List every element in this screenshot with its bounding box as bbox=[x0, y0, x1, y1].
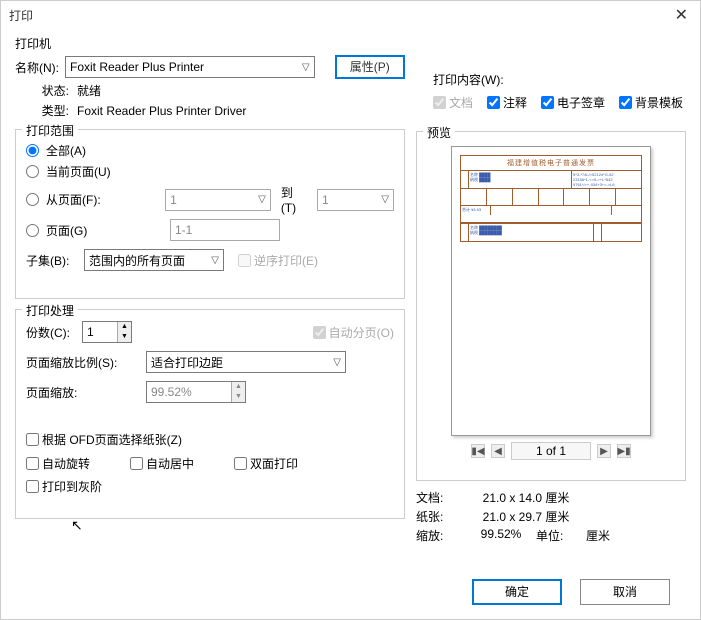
range-pages-input[interactable]: 1-1 bbox=[170, 219, 280, 241]
content-annot-checkbox[interactable] bbox=[487, 96, 500, 109]
chevron-down-icon: ▽ bbox=[302, 62, 310, 73]
preview-box: 预览 福建增值税电子普通发票 名称 ████纳税 ████ 5*3-*74L/>… bbox=[416, 131, 686, 481]
chevron-down-icon: ▽ bbox=[333, 357, 341, 368]
dim-paper-value: 21.0 x 29.7 厘米 bbox=[466, 508, 586, 525]
zoom-input[interactable]: 99.52% ▲▼ bbox=[146, 381, 246, 403]
range-all-label: 全部(A) bbox=[46, 142, 86, 159]
ofd-checkbox[interactable] bbox=[26, 433, 39, 446]
nav-next-icon[interactable]: ▶ bbox=[597, 444, 611, 458]
range-legend: 打印范围 bbox=[22, 122, 78, 139]
scale-label: 页面缩放比例(S): bbox=[26, 354, 146, 371]
page-indicator: 1 of 1 bbox=[511, 442, 591, 460]
ok-button[interactable]: 确定 bbox=[472, 579, 562, 605]
range-to-label: 到(T) bbox=[281, 184, 307, 215]
zoom-label: 页面缩放: bbox=[26, 384, 146, 401]
printer-name-value: Foxit Reader Plus Printer bbox=[70, 60, 204, 74]
printer-name-label: 名称(N): bbox=[15, 59, 65, 76]
nav-last-icon[interactable]: ▶▮ bbox=[617, 444, 631, 458]
copies-label: 份数(C): bbox=[26, 324, 82, 341]
range-from-radio[interactable] bbox=[26, 193, 39, 206]
scale-value: 适合打印边距 bbox=[151, 354, 223, 371]
handling-legend: 打印处理 bbox=[22, 302, 78, 319]
duplex-checkbox[interactable] bbox=[234, 457, 247, 470]
subset-select[interactable]: 范围内的所有页面 ▽ bbox=[84, 249, 224, 271]
dim-zoom-value: 99.52% bbox=[466, 527, 536, 544]
content-bgtpl-checkbox[interactable] bbox=[619, 96, 632, 109]
autorotate-label: 自动旋转 bbox=[42, 455, 90, 472]
range-from-input[interactable]: 1▽ bbox=[165, 189, 271, 211]
chevron-down-icon: ▽ bbox=[258, 194, 266, 205]
range-from-label: 从页面(F): bbox=[46, 191, 125, 208]
dim-unit-label: 单位: bbox=[536, 527, 586, 544]
content-esign-checkbox[interactable] bbox=[541, 96, 554, 109]
spin-down-icon[interactable]: ▼ bbox=[232, 392, 245, 402]
range-from-value: 1 bbox=[170, 193, 177, 207]
copies-input[interactable]: 1 ▲▼ bbox=[82, 321, 132, 343]
chevron-down-icon: ▽ bbox=[211, 255, 219, 266]
range-pages-label: 页面(G) bbox=[46, 222, 128, 239]
range-current-radio[interactable] bbox=[26, 165, 39, 178]
range-to-value: 1 bbox=[322, 193, 329, 207]
gray-label: 打印到灰阶 bbox=[42, 478, 102, 495]
ofd-label: 根据 OFD页面选择纸张(Z) bbox=[42, 431, 182, 448]
printer-type-value: Foxit Reader Plus Printer Driver bbox=[75, 104, 246, 118]
chevron-down-icon: ▽ bbox=[381, 194, 389, 205]
printer-status-value: 就绪 bbox=[75, 82, 101, 99]
printer-section-label: 打印机 bbox=[15, 35, 405, 52]
autocenter-checkbox[interactable] bbox=[130, 457, 143, 470]
cursor-icon: ↖ bbox=[71, 517, 83, 534]
reverse-checkbox bbox=[238, 254, 251, 267]
printer-name-select[interactable]: Foxit Reader Plus Printer ▽ bbox=[65, 56, 315, 78]
content-annot-label: 注释 bbox=[503, 94, 527, 111]
range-pages-radio[interactable] bbox=[26, 224, 39, 237]
dim-unit-value: 厘米 bbox=[586, 527, 626, 544]
dim-zoom-label: 缩放: bbox=[416, 527, 466, 544]
spin-up-icon[interactable]: ▲ bbox=[118, 322, 131, 332]
invoice-title: 福建增值税电子普通发票 bbox=[461, 156, 641, 170]
content-doc-checkbox bbox=[433, 96, 446, 109]
content-esign-label: 电子签章 bbox=[557, 94, 605, 111]
zoom-value: 99.52% bbox=[151, 385, 231, 399]
close-icon[interactable]: ✕ bbox=[671, 5, 692, 25]
range-pages-value: 1-1 bbox=[175, 223, 192, 237]
content-bgtpl-label: 背景模板 bbox=[635, 94, 683, 111]
document-preview: 福建增值税电子普通发票 名称 ████纳税 ████ 5*3-*74L/>521… bbox=[451, 146, 651, 436]
nav-prev-icon[interactable]: ◀ bbox=[491, 444, 505, 458]
subset-value: 范围内的所有页面 bbox=[89, 252, 185, 269]
nav-first-icon[interactable]: ▮◀ bbox=[471, 444, 485, 458]
copies-value: 1 bbox=[87, 325, 117, 339]
print-content-label: 打印内容(W): bbox=[433, 71, 683, 88]
properties-button[interactable]: 属性(P) bbox=[335, 55, 405, 79]
dialog-title: 打印 bbox=[9, 7, 33, 24]
range-all-radio[interactable] bbox=[26, 144, 39, 157]
spin-down-icon[interactable]: ▼ bbox=[118, 332, 131, 342]
printer-status-label: 状态: bbox=[15, 82, 75, 99]
duplex-label: 双面打印 bbox=[250, 455, 298, 472]
dim-doc-label: 文档: bbox=[416, 489, 466, 506]
gray-checkbox[interactable] bbox=[26, 480, 39, 493]
range-current-label: 当前页面(U) bbox=[46, 163, 111, 180]
collate-checkbox bbox=[313, 326, 326, 339]
content-doc-label: 文档 bbox=[449, 94, 473, 111]
subset-label: 子集(B): bbox=[26, 252, 80, 269]
dim-paper-label: 纸张: bbox=[416, 508, 466, 525]
preview-legend: 预览 bbox=[423, 124, 455, 141]
autocenter-label: 自动居中 bbox=[146, 455, 194, 472]
range-to-input[interactable]: 1▽ bbox=[317, 189, 394, 211]
reverse-label: 逆序打印(E) bbox=[254, 252, 318, 269]
cancel-button[interactable]: 取消 bbox=[580, 579, 670, 605]
dim-doc-value: 21.0 x 14.0 厘米 bbox=[466, 489, 586, 506]
collate-label: 自动分页(O) bbox=[329, 324, 394, 341]
spin-up-icon[interactable]: ▲ bbox=[232, 382, 245, 392]
autorotate-checkbox[interactable] bbox=[26, 457, 39, 470]
scale-select[interactable]: 适合打印边距 ▽ bbox=[146, 351, 346, 373]
printer-type-label: 类型: bbox=[15, 102, 75, 119]
